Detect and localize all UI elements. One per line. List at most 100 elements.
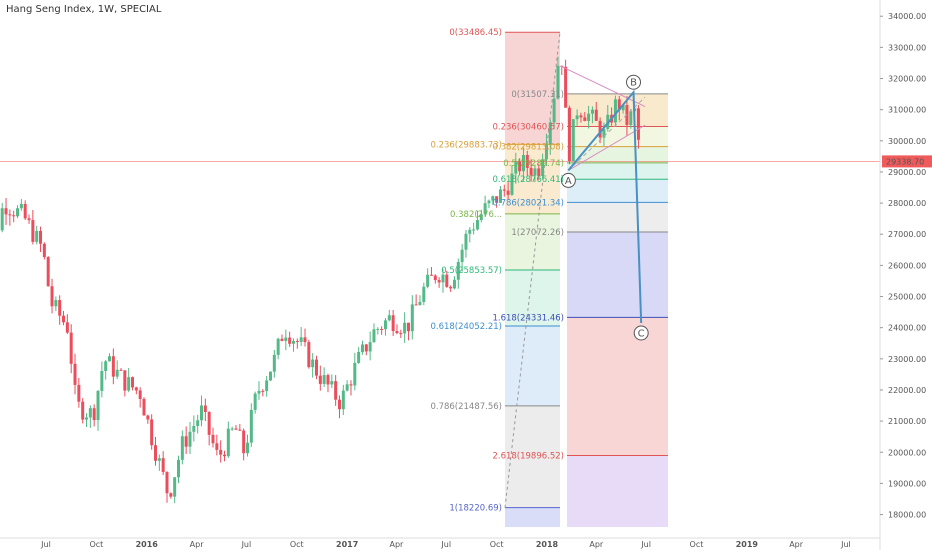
fib-level-label: 0(33486.45) [449,28,502,38]
candle-body [138,390,142,399]
time-tick-label: Jul [640,540,651,549]
candle-body [165,472,169,494]
wave-label: B [630,78,637,89]
candle-body [487,200,491,204]
candle-body [222,454,226,457]
candle-body [65,322,69,333]
fib-ext-band [567,146,668,163]
candle-body [314,359,318,376]
candle-body [276,338,280,355]
candle-body [598,120,602,138]
candle-body [177,459,181,478]
candle-body [23,203,27,219]
time-axis[interactable]: Jul Oct 2016 Apr Jul Oct 2017 Apr Jul Oct 2018 Apr J… [0,537,880,549]
fib-level-label: 0.618(24052.21) [430,322,502,332]
candle-body [318,375,322,384]
candle-body [452,279,456,289]
price-tick-label: 29000.00 [888,168,926,177]
candle-body [403,322,407,334]
candle-body [157,458,161,461]
candle-body [571,119,575,162]
candle-body [234,428,238,430]
candle-body [134,387,138,391]
candle-body [4,208,8,215]
candle-body [387,315,391,321]
fib-ext-label: 0.5(29289.74) [503,159,564,169]
triangle-mid-line [568,96,646,171]
fib-band [505,213,560,270]
price-tick-label: 20000.00 [888,448,926,457]
wave-label: C [638,329,645,340]
candle-body [326,375,330,385]
candle-body [200,405,204,421]
candle-body [27,218,31,221]
price-tick-label: 19000.00 [888,479,926,488]
candle-body [514,161,518,174]
candle-body [77,384,81,402]
candle-body [291,340,295,344]
candle-body [460,249,464,262]
candle-body [146,415,150,420]
fib-ext-label: 0.786(28021.34) [492,198,564,208]
time-tick-label: 2016 [136,540,159,549]
triangle-lower-line [568,124,646,171]
fib-band [505,405,560,508]
candle-body [188,431,192,447]
candle-body [629,111,633,125]
price-tick-label: 25000.00 [888,293,926,302]
candle-body [449,286,453,289]
fib-level-label: 0.786(21487.56) [430,402,502,412]
time-tick-label: Jul [40,540,51,549]
time-tick-label: 2019 [736,540,759,549]
fib-ext-band [567,162,668,180]
candle-body [85,417,89,420]
candle-body [58,300,62,316]
candle-body [495,196,499,203]
candle-body [617,99,621,111]
candle-body [322,375,326,384]
candle-body [575,115,579,120]
candle-body [100,370,104,391]
candle-body [541,159,545,177]
time-tick-label: Oct [89,540,103,549]
candle-body [537,168,541,177]
candle-body [88,408,92,418]
time-tick-label: Apr [190,540,205,549]
candle-body [372,329,376,343]
fib-ext-label: 0(31507.31) [511,90,564,100]
candle-body [353,362,357,386]
candle-body [230,428,234,430]
price-tick-label: 30000.00 [888,137,926,146]
candle-body [383,320,387,330]
candle-body [380,328,384,330]
fib-band [505,269,560,327]
fib-ext-label: 1.618(24331.46) [492,313,564,323]
candle-body [284,337,288,341]
price-tick-label: 32000.00 [888,75,926,84]
candle-body [414,304,418,306]
candle-body [268,371,272,381]
candle-body [621,105,625,111]
candle-body [142,398,146,416]
candle-body [154,445,158,461]
last-price-label: 29338.70 [886,157,924,166]
time-tick-label: Oct [490,540,504,549]
candle-body [506,190,510,195]
price-tick-label: 28000.00 [888,199,926,208]
chart-title: Hang Seng Index, 1W, SPECIAL [6,4,162,15]
price-axis[interactable]: 18000.00 19000.00 20000.00 21000.00 22000.00… [879,0,932,550]
candle-body [16,208,20,217]
fib-bands [505,31,668,527]
candle-body [341,390,345,410]
price-tick-label: 33000.00 [888,43,926,52]
time-tick-label: Apr [390,540,405,549]
candle-body [242,430,246,454]
fib-ext-label: 1(27072.26) [511,228,564,238]
candle-body [54,300,58,307]
wave-marker [626,74,642,90]
candle-body [468,229,472,234]
abc-wave-line [567,89,643,324]
candle-body [429,274,433,276]
price-tick-label: 26000.00 [888,261,926,270]
